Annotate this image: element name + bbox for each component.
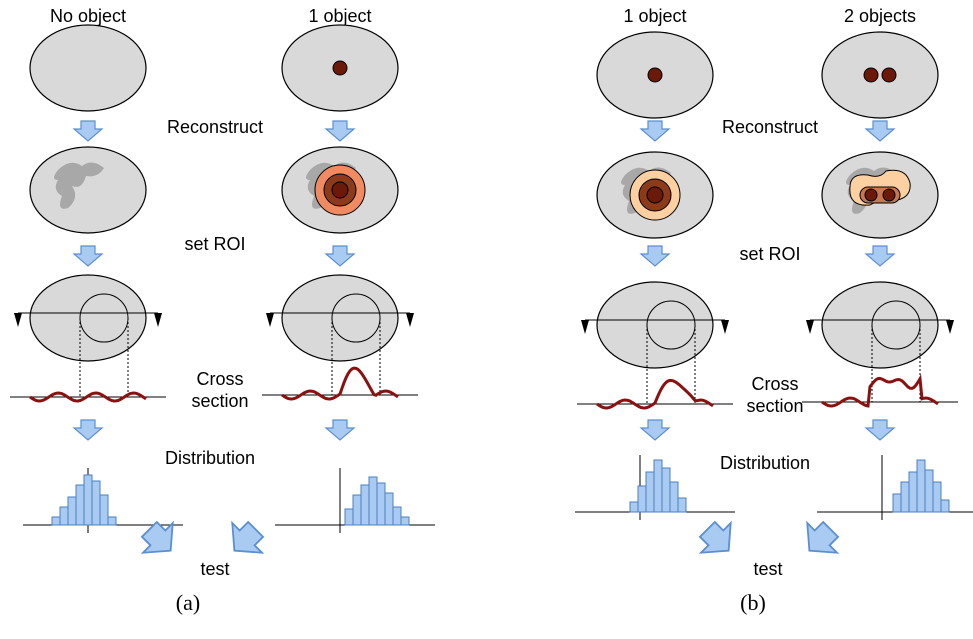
arrow xyxy=(866,121,894,141)
hist-bar xyxy=(401,517,409,525)
hist-bar xyxy=(654,460,662,512)
label: Distribution xyxy=(165,448,255,468)
hist-bar xyxy=(909,472,917,512)
label: test xyxy=(200,559,229,579)
hist-bar xyxy=(933,482,941,512)
hist-bar xyxy=(893,494,901,512)
arrow xyxy=(641,246,669,266)
label: section xyxy=(191,391,248,411)
hist-bar xyxy=(361,485,369,525)
hist-bar xyxy=(369,477,377,525)
hist-bar xyxy=(84,475,92,525)
label: 1 object xyxy=(308,6,371,26)
phantom xyxy=(822,32,938,118)
label: set ROI xyxy=(739,244,800,264)
hist-bar xyxy=(68,497,76,525)
phantom xyxy=(597,282,713,368)
label: (a) xyxy=(176,590,200,615)
object xyxy=(648,68,662,82)
object xyxy=(647,187,663,203)
phantom xyxy=(30,147,146,233)
label: section xyxy=(746,396,803,416)
hist-bar xyxy=(901,482,909,512)
object xyxy=(864,68,878,82)
arrow xyxy=(693,515,744,566)
label: Cross xyxy=(751,374,798,394)
hist-bar xyxy=(670,482,678,512)
hist-bar xyxy=(100,495,108,525)
object xyxy=(333,61,347,75)
arrow xyxy=(326,246,354,266)
label: Distribution xyxy=(720,453,810,473)
object xyxy=(883,189,895,201)
hist-bar xyxy=(638,486,646,512)
arrow xyxy=(74,121,102,141)
arrow xyxy=(795,515,846,566)
phantom xyxy=(30,25,146,111)
hist-bar xyxy=(92,481,100,525)
hist-bar xyxy=(108,517,116,525)
arrow xyxy=(641,121,669,141)
label: No object xyxy=(50,6,126,26)
arrow xyxy=(866,246,894,266)
hist-bar xyxy=(76,485,84,525)
arrow xyxy=(326,121,354,141)
label: Reconstruct xyxy=(167,117,263,137)
object xyxy=(865,189,877,201)
object xyxy=(882,68,896,82)
arrow xyxy=(866,420,894,440)
arrow xyxy=(220,515,271,566)
hist-bar xyxy=(917,460,925,512)
phantom xyxy=(822,282,938,368)
hist-bar xyxy=(630,502,638,512)
hist-bar xyxy=(345,509,353,525)
hist-bar xyxy=(385,493,393,525)
hist-bar xyxy=(52,517,60,525)
hist-bar xyxy=(941,500,949,512)
hist-bar xyxy=(646,472,654,512)
label: Reconstruct xyxy=(722,117,818,137)
arrow xyxy=(74,420,102,440)
arrow xyxy=(135,515,186,566)
label: 2 objects xyxy=(844,6,916,26)
hist-bar xyxy=(377,483,385,525)
arrow xyxy=(74,246,102,266)
label: (b) xyxy=(740,590,766,615)
profile xyxy=(282,368,398,399)
hist-bar xyxy=(393,507,401,525)
hist-bar xyxy=(60,507,68,525)
figure: No object 1 object Reconstruct set ROI Cross… xyxy=(0,0,973,634)
hist-bar xyxy=(353,495,361,525)
label: Cross xyxy=(196,369,243,389)
label: 1 object xyxy=(623,6,686,26)
label: test xyxy=(753,559,782,579)
arrow xyxy=(641,420,669,440)
hist-bar xyxy=(678,498,686,512)
label: set ROI xyxy=(184,234,245,254)
phantom xyxy=(282,275,398,361)
hist-bar xyxy=(662,468,670,512)
arrow xyxy=(326,420,354,440)
phantom xyxy=(30,275,146,361)
hist-bar xyxy=(925,470,933,512)
object xyxy=(332,182,348,198)
